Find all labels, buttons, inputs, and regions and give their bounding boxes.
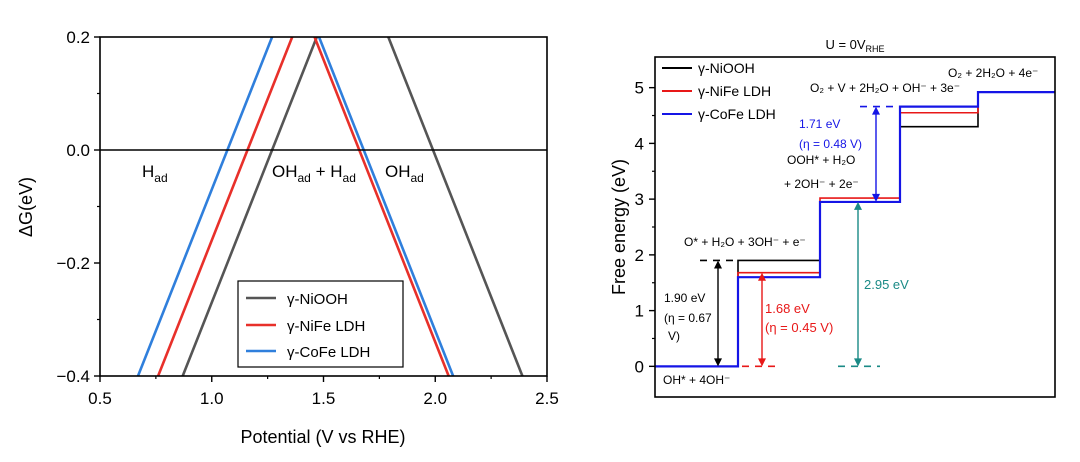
- step-label-oohstar-2: + 2OH⁻ + 2e⁻: [784, 177, 859, 191]
- right-axis-ticks: 0 1 2 3 4 5: [635, 79, 655, 376]
- legend2-label-cofe: γ-CoFe LDH: [698, 106, 776, 122]
- energy-arrow-head-bottom-0: [714, 358, 722, 367]
- region-label-ohad-had: OHad + Had: [272, 162, 356, 185]
- y-tick-label-2: 0.0: [66, 141, 90, 160]
- left-y-axis-title: ΔG(eV): [16, 177, 36, 237]
- x-tick-label-0: 0.5: [88, 389, 112, 408]
- right-dashed-markers: [700, 105, 898, 368]
- right-y-axis-title: Free energy (eV): [609, 159, 629, 295]
- right-chart: U = 0VRHE 0 1 2 3 4 5 γ-NiOOH γ-NiFe LDH γ-Co…: [609, 37, 1056, 398]
- annotation-nife-line-2: (η = 0.45 V): [765, 320, 833, 335]
- x-tick-label-4: 2.5: [535, 389, 559, 408]
- legend-label-nife: γ-NiFe LDH: [287, 318, 365, 335]
- right-y-tick-label-5: 5: [635, 79, 644, 98]
- step-label-o2-v: O₂ + V + 2H₂O + OH⁻ + 3e⁻: [810, 81, 960, 95]
- step-label-oohstar-1: OOH* + H₂O: [787, 153, 855, 167]
- annotation-niooh-line-3: V): [668, 329, 680, 343]
- annotation-niooh-line-1: 1.90 eV: [664, 291, 705, 305]
- step-label-o2-final: O₂ + 2H₂O + 4e⁻: [948, 66, 1038, 80]
- right-energy-arrows: [714, 106, 880, 367]
- y-tick-label-1: −0.2: [56, 254, 90, 273]
- left-legend: γ-NiOOH γ-NiFe LDH γ-CoFe LDH: [237, 280, 404, 368]
- legend-label-niooh: γ-NiOOH: [287, 291, 348, 308]
- x-tick-label-2: 1.5: [312, 389, 336, 408]
- step-series-0: [655, 91, 1055, 368]
- series-1-segment-0: [156, 37, 294, 376]
- energy-arrow-head-top-0: [714, 260, 722, 269]
- series-0-segment-1: [387, 37, 524, 376]
- legend2-label-niooh: γ-NiOOH: [698, 60, 755, 76]
- left-chart: 0.5 1.0 1.5 2.0 2.5 −0.4 −0.2 0.0 0.2 Had OHad +…: [16, 28, 559, 447]
- series-2-segment-1: [317, 37, 455, 376]
- series-1-segment-1: [313, 37, 450, 376]
- right-y-tick-label-4: 4: [635, 134, 644, 153]
- left-axis-ticks: 0.5 1.0 1.5 2.0 2.5 −0.4 −0.2 0.0 0.2: [56, 28, 558, 408]
- right-chart-title: U = 0VRHE: [825, 37, 884, 54]
- annotation-cofe-line-1: 1.71 eV: [799, 117, 840, 131]
- y-tick-label-0: −0.4: [56, 367, 90, 386]
- y-tick-label-3: 0.2: [66, 28, 90, 47]
- legend2-label-nife: γ-NiFe LDH: [698, 83, 771, 99]
- energy-arrow-head-top-1: [758, 272, 766, 281]
- right-y-tick-label-3: 3: [635, 190, 644, 209]
- right-series-group: [655, 91, 1055, 368]
- x-tick-label-1: 1.0: [200, 389, 224, 408]
- right-legend: γ-NiOOH γ-NiFe LDH γ-CoFe LDH: [662, 60, 776, 122]
- annotation-nife-line-1: 1.68 eV: [765, 301, 810, 316]
- energy-arrow-head-top-3: [872, 106, 880, 115]
- step-label-ohstar: OH* + 4OH⁻: [663, 373, 730, 387]
- x-tick-label-3: 2.0: [423, 389, 447, 408]
- annotation-cofe-total: 2.95 eV: [864, 277, 909, 292]
- left-series-group: [136, 37, 524, 376]
- step-label-ostar: O* + H₂O + 3OH⁻ + e⁻: [684, 235, 806, 249]
- right-y-tick-label-1: 1: [635, 302, 644, 321]
- region-label-had: Had: [142, 162, 168, 185]
- right-y-tick-label-0: 0: [635, 357, 644, 376]
- energy-arrow-head-bottom-3: [872, 193, 880, 202]
- region-label-ohad: OHad: [385, 162, 424, 185]
- step-series-2: [655, 91, 1055, 368]
- legend-label-cofe: γ-CoFe LDH: [287, 344, 370, 361]
- right-y-tick-label-2: 2: [635, 246, 644, 265]
- energy-arrow-head-bottom-2: [854, 358, 862, 367]
- series-2-segment-0: [136, 37, 274, 376]
- annotation-niooh-line-2: (η = 0.67: [664, 311, 712, 325]
- energy-arrow-head-top-2: [854, 201, 862, 210]
- series-0-segment-0: [181, 37, 319, 376]
- annotation-cofe-line-2: (η = 0.48 V): [799, 137, 862, 151]
- left-x-axis-title: Potential (V vs RHE): [240, 427, 405, 447]
- energy-arrow-head-bottom-1: [758, 358, 766, 367]
- step-series-1: [655, 91, 1055, 368]
